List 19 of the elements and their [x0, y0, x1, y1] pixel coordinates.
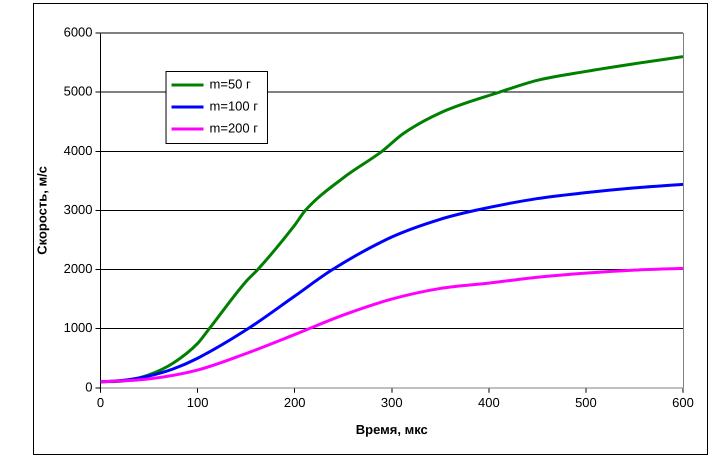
y-tick-label: 5000 — [64, 84, 93, 99]
x-tick-label: 0 — [96, 395, 104, 410]
y-tick-label: 1000 — [64, 320, 93, 336]
x-axis-title: Время, мкс — [356, 422, 428, 437]
x-tick-label: 500 — [575, 395, 597, 410]
y-tick-label: 2000 — [64, 261, 93, 276]
x-tick-label: 600 — [672, 395, 694, 410]
legend-label: m=200 г — [210, 120, 258, 136]
y-tick-label: 3000 — [64, 202, 93, 217]
y-axis-title: Скорость, м/с — [34, 166, 50, 255]
y-tick-label: 0 — [85, 379, 93, 394]
y-tick-label: 4000 — [64, 142, 93, 158]
x-tick-label: 400 — [478, 395, 500, 410]
x-tick-label: 200 — [284, 395, 306, 410]
y-tick-label: 6000 — [64, 24, 93, 40]
x-tick-label: 300 — [380, 395, 403, 410]
legend-label: m=100 г — [210, 98, 258, 114]
legend-label: m=50 г — [210, 76, 252, 92]
x-tick-label: 100 — [186, 395, 208, 410]
